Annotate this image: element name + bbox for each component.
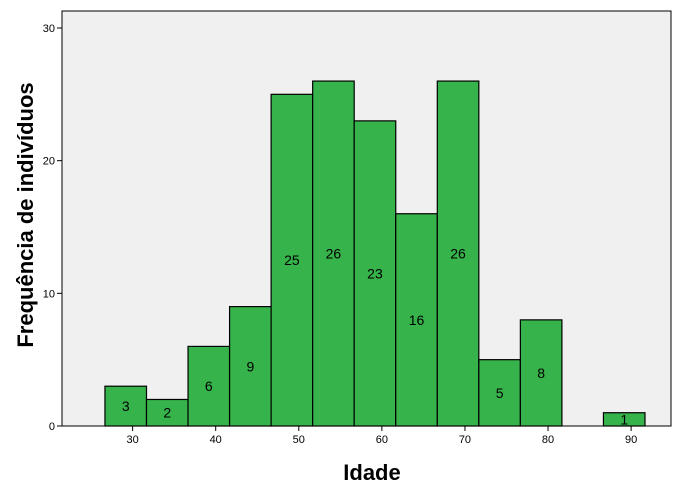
bar-value-label: 23 (367, 265, 383, 281)
x-tick-label: 80 (542, 434, 554, 446)
histogram-bar (519, 319, 563, 427)
x-tick-label: 70 (459, 434, 471, 446)
bars-group (104, 80, 646, 427)
histogram-bar (436, 80, 480, 427)
y-axis-title: Frequência de indivíduos (13, 82, 38, 347)
bar-value-label: 26 (326, 246, 342, 262)
histogram-bar (228, 306, 272, 427)
y-tick-label: 20 (43, 156, 55, 168)
x-tick-label: 40 (210, 434, 222, 446)
histogram-bar (602, 412, 646, 427)
y-tick-label: 10 (43, 288, 55, 300)
x-tick-label: 90 (625, 434, 637, 446)
bar-value-label: 16 (409, 312, 425, 328)
y-tick-label: 30 (43, 23, 55, 35)
x-tick-label: 50 (293, 434, 305, 446)
histogram-bar (312, 80, 355, 427)
bar-value-label: 6 (205, 378, 213, 394)
bar-value-label: 3 (122, 398, 130, 414)
histogram-bar (395, 213, 438, 427)
histogram-bar (145, 398, 189, 427)
bar-value-label: 25 (284, 252, 300, 268)
x-tick-label: 30 (126, 434, 138, 446)
x-axis: 30 40 50 60 70 80 90 (126, 426, 637, 446)
histogram-bar (104, 385, 148, 427)
x-tick-label: 60 (376, 434, 388, 446)
y-axis: 0 10 20 30 (43, 23, 62, 433)
bar-value-label: 2 (163, 405, 171, 421)
bar-value-label: 8 (537, 365, 545, 381)
bar-value-label: 1 (620, 411, 628, 427)
y-tick-label: 0 (49, 421, 55, 433)
histogram-bar (353, 120, 397, 427)
histogram-bar (270, 93, 314, 427)
bar-value-label: 9 (246, 358, 254, 374)
bar-value-label: 5 (496, 385, 504, 401)
x-axis-title: Idade (343, 460, 400, 484)
bar-value-label: 26 (450, 246, 466, 262)
